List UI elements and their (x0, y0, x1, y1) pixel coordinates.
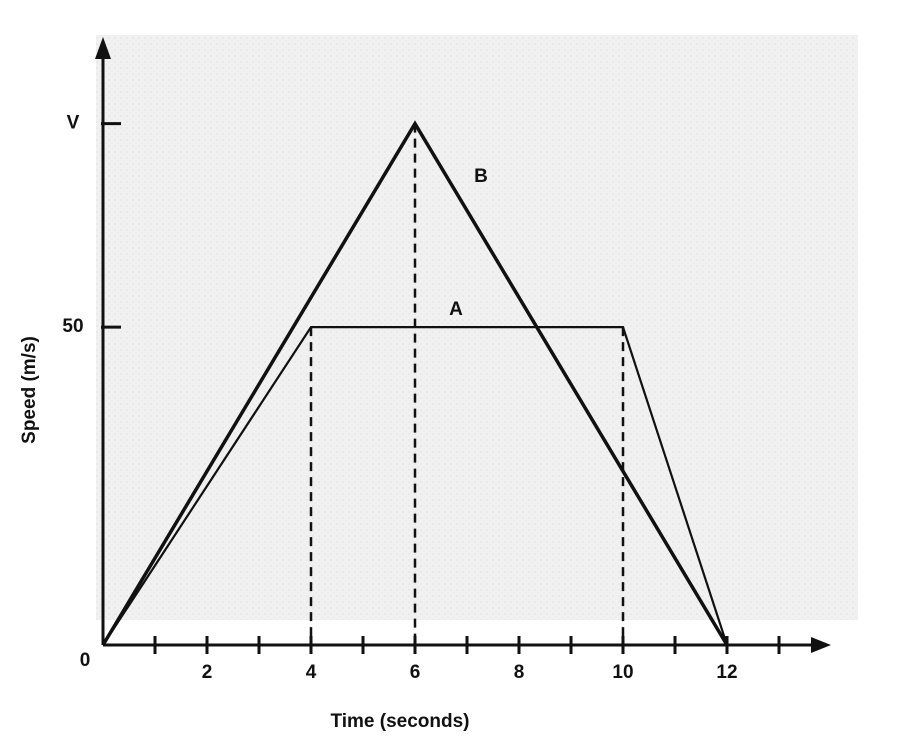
series-line (101, 120, 729, 646)
x-axis-label: Time (seconds) (330, 711, 469, 732)
x-tick-label: 12 (716, 662, 737, 683)
x-tick-label: 4 (306, 662, 317, 683)
x-tick-label: 8 (514, 662, 525, 683)
x-axis-arrow (811, 637, 831, 653)
series-line (102, 326, 729, 646)
series-label: B (474, 166, 488, 187)
y-tick-label: V (67, 113, 80, 134)
x-tick-label: 10 (612, 662, 633, 683)
series-label: A (449, 299, 463, 320)
y-tick-label: 50 (62, 316, 83, 337)
y-axis-label: Speed (m/s) (19, 336, 40, 444)
y-tick-label: 0 (80, 650, 91, 671)
x-tick-label: 2 (202, 662, 213, 683)
y-axis-arrow (95, 37, 111, 59)
x-tick-label: 6 (410, 662, 421, 683)
